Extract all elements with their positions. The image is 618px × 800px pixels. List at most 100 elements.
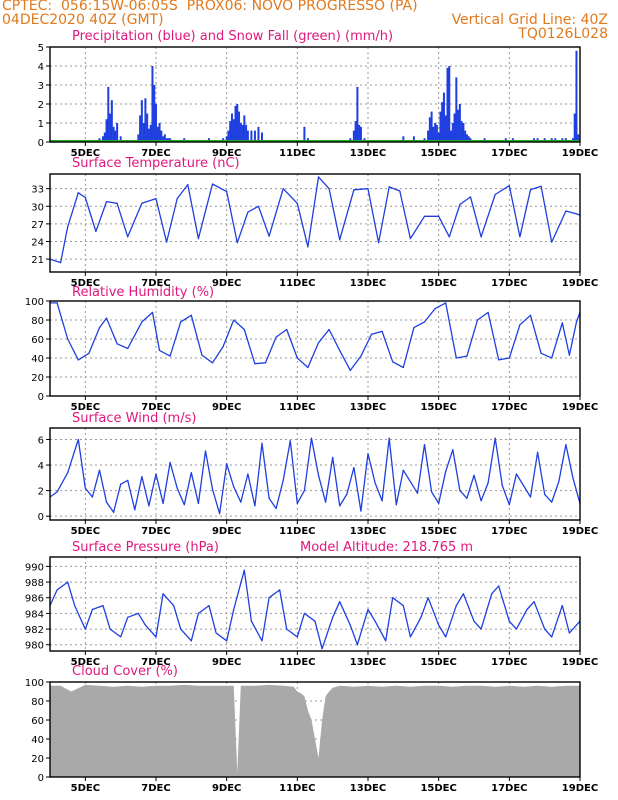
rh-data-point bbox=[360, 355, 362, 357]
wind-data-point bbox=[127, 479, 129, 481]
pres-data-point bbox=[56, 589, 58, 591]
wind-data-point bbox=[254, 505, 256, 507]
wind-xtick-label: 11DEC bbox=[279, 526, 315, 537]
rh-ytick-label: 0 bbox=[38, 392, 44, 403]
wind-data-point bbox=[303, 490, 305, 492]
wind-xtick-label: 7DEC bbox=[141, 526, 170, 537]
pres-xtick-label: 11DEC bbox=[279, 657, 315, 668]
precip-bar bbox=[437, 132, 440, 142]
header-location: CPTEC: 056:15W-06:05S PROX06: NOVO PROGR… bbox=[2, 0, 418, 14]
temp-xtick-label: 7DEC bbox=[141, 278, 170, 289]
header-vertical-grid: Vertical Grid Line: 40Z bbox=[451, 12, 608, 28]
rh-data-point bbox=[233, 319, 235, 321]
wind-xtick-label: 5DEC bbox=[71, 526, 100, 537]
pres-data-point bbox=[215, 632, 217, 634]
pres-data-point bbox=[498, 585, 500, 587]
temp-data-point bbox=[211, 183, 214, 185]
temp-data-point bbox=[155, 198, 157, 200]
wind-data-point bbox=[282, 479, 284, 481]
precip-title: Precipitation (blue) and Snow Fall (gree… bbox=[72, 29, 394, 44]
precip-ytick-label: 4 bbox=[38, 62, 44, 73]
precip-bar bbox=[458, 104, 461, 142]
precip-bar bbox=[112, 126, 115, 142]
wind-data-point bbox=[240, 501, 242, 503]
rh-data-point bbox=[180, 321, 182, 323]
rh-data-point bbox=[392, 361, 394, 363]
pres-data-point bbox=[551, 636, 553, 638]
rh-xtick-label: 7DEC bbox=[141, 402, 170, 413]
precip-bar bbox=[450, 130, 453, 142]
precip-bar bbox=[257, 126, 260, 142]
wind-data-point bbox=[204, 450, 207, 452]
cloud-xtick-label: 11DEC bbox=[279, 783, 315, 794]
cloud-area bbox=[50, 684, 580, 777]
wind-data-point bbox=[120, 483, 122, 485]
temp-xtick-label: 5DEC bbox=[71, 278, 100, 289]
rh-data-point bbox=[423, 321, 426, 323]
precip-bar bbox=[356, 86, 359, 142]
precip-bar bbox=[236, 104, 239, 142]
wind-data-point bbox=[551, 501, 553, 503]
wind-series-line bbox=[49, 437, 581, 515]
precip-bar bbox=[229, 121, 232, 142]
wind-data-point bbox=[346, 493, 348, 496]
pres-data-point bbox=[296, 636, 298, 638]
wind-xtick-label: 19DEC bbox=[562, 526, 598, 537]
temp-title: Surface Temperature (nC) bbox=[72, 156, 240, 171]
wind-data-point bbox=[515, 473, 518, 475]
wind-data-point bbox=[247, 473, 249, 475]
precip-bar bbox=[457, 109, 460, 142]
wind-data-point bbox=[374, 482, 376, 484]
pres-ytick-label: 982 bbox=[25, 625, 44, 636]
precip-bar bbox=[232, 119, 235, 142]
wind-data-point bbox=[261, 442, 263, 444]
cloud-ytick-label: 0 bbox=[38, 773, 44, 784]
precip-bar bbox=[446, 67, 449, 142]
precip-bar bbox=[144, 98, 147, 142]
wind-xtick-label: 17DEC bbox=[491, 526, 527, 537]
temp-data-point bbox=[166, 241, 168, 243]
rh-xtick-label: 5DEC bbox=[71, 402, 100, 413]
rh-data-point bbox=[466, 355, 468, 357]
temp-data-point bbox=[459, 203, 461, 206]
temp-ytick-label: 30 bbox=[31, 202, 44, 213]
rh-data-point bbox=[286, 328, 288, 331]
pres-data-point bbox=[243, 569, 245, 571]
rh-data-point bbox=[158, 349, 161, 351]
precip-bar bbox=[464, 130, 467, 142]
wind-data-point bbox=[141, 475, 143, 478]
temp-xtick-label: 19DEC bbox=[562, 278, 598, 289]
pres-data-point bbox=[356, 644, 358, 646]
temp-data-point bbox=[529, 189, 532, 191]
cloud-xtick-label: 9DEC bbox=[212, 783, 241, 794]
temp-data-point bbox=[187, 183, 189, 186]
rh-data-point bbox=[568, 354, 571, 356]
rh-xtick-label: 15DEC bbox=[420, 402, 456, 413]
wind-data-point bbox=[501, 484, 503, 487]
wind-data-point bbox=[388, 437, 390, 439]
precip-bar bbox=[162, 136, 165, 142]
precip-bar bbox=[137, 134, 140, 142]
pres-data-point bbox=[155, 636, 157, 638]
temp-xtick-label: 13DEC bbox=[350, 278, 386, 289]
precip-bar bbox=[230, 113, 233, 142]
precip-bar bbox=[163, 134, 166, 142]
pres-data-point bbox=[162, 593, 164, 595]
pres-data-point bbox=[374, 620, 376, 622]
precip-bar bbox=[253, 130, 256, 142]
wind-ytick-label: 2 bbox=[38, 487, 44, 498]
pres-data-point bbox=[173, 604, 175, 607]
temp-data-point bbox=[296, 202, 298, 204]
pres-data-point bbox=[286, 628, 288, 630]
rh-data-point bbox=[254, 363, 256, 365]
pres-xtick-label: 7DEC bbox=[141, 657, 170, 668]
wind-data-point bbox=[438, 502, 440, 504]
precip-xtick-label: 15DEC bbox=[420, 148, 456, 159]
wind-data-point bbox=[332, 456, 334, 458]
precip-xtick-label: 17DEC bbox=[491, 148, 527, 159]
wind-data-point bbox=[84, 487, 86, 489]
precip-frame bbox=[49, 46, 581, 143]
pres-data-point bbox=[409, 636, 411, 638]
wind-data-point bbox=[325, 501, 327, 503]
precip-xtick-label: 11DEC bbox=[279, 148, 315, 159]
